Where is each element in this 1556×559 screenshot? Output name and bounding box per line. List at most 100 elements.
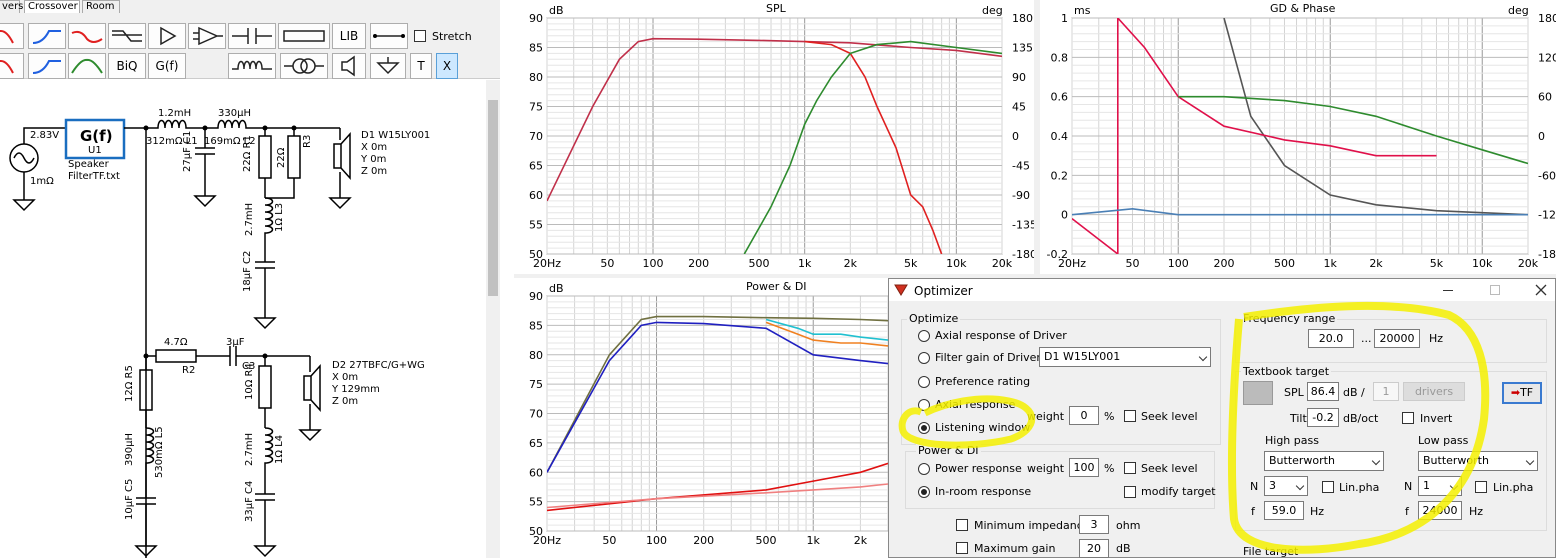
speaker-button[interactable] bbox=[332, 53, 366, 79]
r2-value: 4.7Ω bbox=[164, 337, 188, 348]
stretch-checkbox[interactable] bbox=[414, 30, 426, 42]
y-tick-label: 75 bbox=[529, 101, 543, 114]
x-tick-label: 50 bbox=[600, 257, 614, 270]
lp-freq-input[interactable]: 24000 bbox=[1418, 501, 1462, 520]
transfer-function-button[interactable]: G(f) bbox=[148, 53, 186, 79]
y-tick-label: -0.2 bbox=[1047, 248, 1068, 261]
lowpass-red2-button[interactable] bbox=[0, 53, 24, 79]
min-impedance-input[interactable]: 3 bbox=[1079, 515, 1109, 534]
drivers-icon[interactable] bbox=[1243, 381, 1273, 405]
x-tick-label: 5k bbox=[1430, 257, 1444, 270]
lp-freq-unit: Hz bbox=[1469, 505, 1484, 518]
y2-tick-label: 180 bbox=[1538, 12, 1556, 25]
l1-label: 312mΩ L1 bbox=[146, 136, 198, 147]
inductor-button[interactable] bbox=[228, 53, 276, 79]
tf-button[interactable]: ➡TF bbox=[1502, 382, 1542, 404]
y-tick-label: 85 bbox=[529, 42, 543, 55]
weight2-input[interactable]: 100 bbox=[1069, 458, 1099, 477]
crossover-schematic[interactable] bbox=[0, 80, 485, 558]
invert-checkbox[interactable] bbox=[1402, 412, 1414, 424]
spl-input[interactable]: 86.4 bbox=[1307, 382, 1339, 401]
listening-window-radio[interactable] bbox=[918, 422, 930, 434]
seek-level2-checkbox[interactable] bbox=[1124, 462, 1136, 474]
freq-low-input[interactable]: 20.0 bbox=[1308, 329, 1354, 348]
driver-count-input[interactable]: 1 bbox=[1373, 382, 1399, 401]
y-tick-label: 60 bbox=[529, 466, 543, 479]
power-di-graph[interactable]: Power & DI 90 85 80 75 70 65 60 55 50 dB 20Hz 50 100… bbox=[514, 278, 888, 558]
y2-tick-label: 135 bbox=[1012, 42, 1033, 55]
transformer-button[interactable] bbox=[280, 53, 328, 79]
freq-unit: Hz bbox=[1429, 332, 1444, 345]
low-pass-type-select[interactable]: Butterworth bbox=[1418, 451, 1538, 471]
close-icon[interactable] bbox=[1535, 284, 1547, 296]
y-tick-label: 80 bbox=[529, 71, 543, 84]
hp-linpha-label: Lin.pha bbox=[1339, 481, 1380, 494]
maximize-icon[interactable] bbox=[1490, 285, 1500, 295]
biquad-button[interactable]: BiQ bbox=[108, 53, 146, 79]
capacitor-button[interactable] bbox=[228, 23, 276, 49]
lowpass-red-button[interactable] bbox=[0, 23, 24, 49]
opamp-button[interactable] bbox=[188, 23, 226, 49]
scrollbar-thumb[interactable] bbox=[488, 100, 498, 296]
bandpass-green-button[interactable] bbox=[68, 53, 106, 79]
power-response-radio[interactable] bbox=[918, 463, 930, 475]
drivers-button[interactable]: drivers bbox=[1403, 382, 1465, 401]
lib-button[interactable]: LIB bbox=[332, 23, 366, 49]
modify-target-checkbox[interactable] bbox=[1124, 486, 1136, 498]
shelf-button[interactable] bbox=[108, 23, 146, 49]
driver-select[interactable]: D1 W15LY001 bbox=[1039, 347, 1211, 367]
notch-red-button[interactable] bbox=[68, 23, 106, 49]
seek-level-checkbox[interactable] bbox=[1124, 410, 1136, 422]
axial-driver-radio[interactable] bbox=[918, 330, 930, 342]
y2-tick-label: -180 bbox=[1012, 248, 1034, 261]
high-pass-type-select[interactable]: Butterworth bbox=[1264, 451, 1384, 471]
max-gain-checkbox[interactable] bbox=[956, 542, 968, 554]
ohm-unit: ohm bbox=[1116, 519, 1141, 532]
x-tick-label: 200 bbox=[1214, 257, 1235, 270]
resistor-button[interactable] bbox=[278, 23, 330, 49]
gd-phase-graph[interactable]: GD & Phase 1 0.8 0.6 0.4 0.2 0 -0.2 180 120 60 0 -6… bbox=[1040, 0, 1556, 274]
axial-response-radio[interactable] bbox=[918, 399, 930, 411]
max-gain-input[interactable]: 20 bbox=[1079, 539, 1109, 558]
gf-block-label[interactable]: G(f) bbox=[80, 127, 113, 145]
optimizer-titlebar[interactable]: Optimizer bbox=[889, 279, 1555, 301]
highpass-blue-button[interactable] bbox=[28, 23, 66, 49]
minimize-icon[interactable] bbox=[1443, 290, 1453, 291]
delete-button[interactable]: X bbox=[436, 53, 458, 79]
wire-button[interactable] bbox=[370, 23, 408, 49]
lp-linpha-checkbox[interactable] bbox=[1475, 481, 1487, 493]
filter-gain-radio[interactable] bbox=[918, 352, 930, 364]
source-resistance: 1mΩ bbox=[30, 176, 54, 187]
d1-name[interactable]: D1 W15LY001 bbox=[361, 130, 431, 141]
lp-order-select[interactable]: 1 bbox=[1418, 476, 1462, 496]
seek-level2-label: Seek level bbox=[1141, 462, 1198, 475]
text-button[interactable]: T bbox=[410, 53, 432, 79]
tab-crossover[interactable]: Crossover bbox=[24, 0, 80, 13]
pdi-title: Power & DI bbox=[746, 280, 807, 293]
inroom-radio[interactable] bbox=[918, 486, 930, 498]
spl-plot: 90 85 80 75 70 65 60 55 50 180 135 90 45 0 -45 -90 -135 -… bbox=[529, 4, 1034, 270]
series-line bbox=[765, 321, 888, 347]
weight-input[interactable]: 0 bbox=[1069, 406, 1099, 425]
preference-radio[interactable] bbox=[918, 376, 930, 388]
d2-name[interactable]: D2 27TBFC/G+WG bbox=[332, 360, 425, 371]
hp-freq-input[interactable]: 59.0 bbox=[1264, 501, 1304, 520]
y-tick-label: 60 bbox=[529, 189, 543, 202]
chevron-down-icon bbox=[1371, 456, 1381, 466]
x-tick-label: 1k bbox=[798, 257, 812, 270]
amplifier-button[interactable] bbox=[148, 23, 186, 49]
y2-tick-label: -90 bbox=[1012, 189, 1030, 202]
spl-graph[interactable]: SPL 90 85 80 75 70 65 60 55 50 180 135 90 45 0 -45 -90 -… bbox=[514, 0, 1034, 274]
x-tick-label: 20k bbox=[992, 257, 1013, 270]
min-impedance-checkbox[interactable] bbox=[956, 519, 968, 531]
freq-high-input[interactable]: 20000 bbox=[1374, 329, 1420, 348]
highpass-blue2-button[interactable] bbox=[28, 53, 66, 79]
tilt-input[interactable]: -0.2 bbox=[1307, 408, 1339, 427]
ground-button[interactable] bbox=[370, 53, 406, 79]
hp-linpha-checkbox[interactable] bbox=[1322, 481, 1334, 493]
l2-value: 330μH bbox=[218, 108, 251, 119]
optimize-group bbox=[901, 319, 1221, 445]
tab-drivers[interactable]: vers bbox=[0, 0, 23, 13]
hp-order-select[interactable]: 3 bbox=[1264, 476, 1308, 496]
tab-room[interactable]: Room bbox=[82, 0, 120, 13]
